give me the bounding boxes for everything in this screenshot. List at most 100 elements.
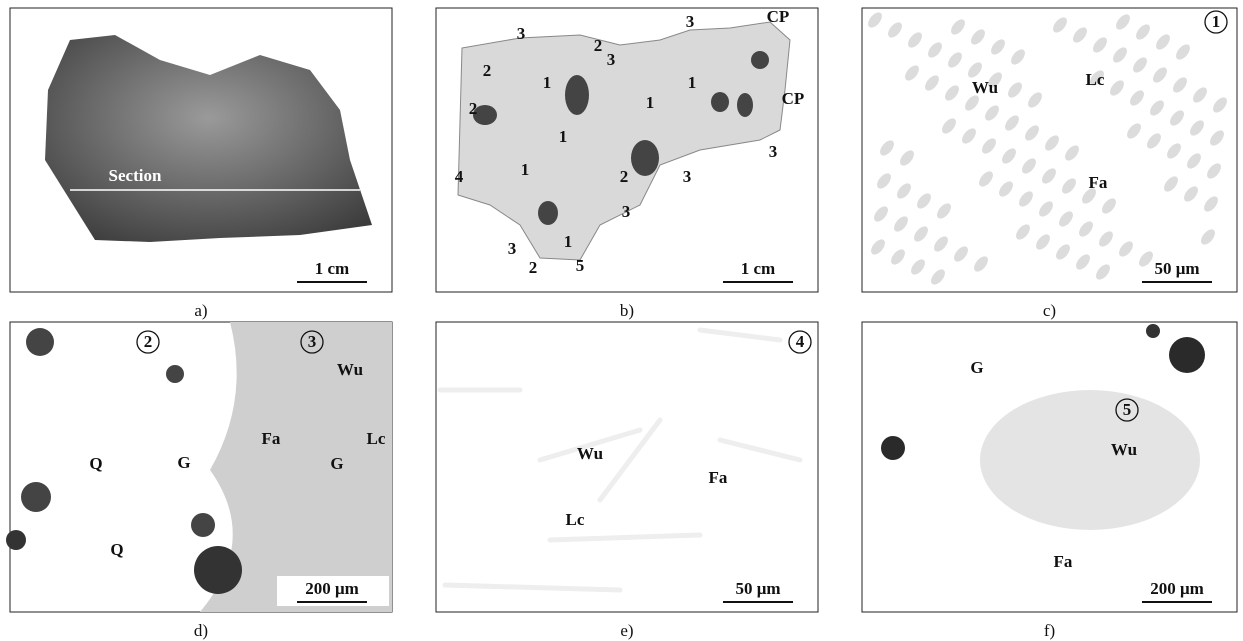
texture	[982, 103, 1001, 123]
texture	[868, 237, 887, 257]
texture	[1036, 199, 1055, 219]
texture	[1210, 95, 1229, 115]
label: 5	[1123, 400, 1132, 419]
texture	[1161, 174, 1180, 194]
scale-label: 200 μm	[305, 579, 359, 598]
label: 1	[564, 232, 573, 251]
label: 3	[622, 202, 631, 221]
texture	[971, 254, 990, 274]
label: 2	[529, 258, 538, 277]
texture	[931, 234, 950, 254]
label: Fa	[709, 468, 728, 487]
texture	[976, 169, 995, 189]
texture	[1107, 78, 1126, 98]
texture	[934, 201, 953, 221]
texture	[922, 73, 941, 93]
texture	[999, 146, 1018, 166]
label: 3	[683, 167, 692, 186]
label: 4	[796, 332, 805, 351]
label: Fa	[1054, 552, 1073, 571]
texture	[1059, 176, 1078, 196]
texture	[1050, 15, 1069, 35]
texture	[874, 171, 893, 191]
label: G	[177, 453, 190, 472]
texture	[1127, 88, 1146, 108]
scale-label: 1 cm	[741, 259, 775, 278]
label: 1	[559, 127, 568, 146]
label: Wu	[1111, 440, 1137, 459]
label: 3	[517, 24, 526, 43]
texture	[1008, 47, 1027, 67]
label: 1	[1212, 12, 1221, 31]
label: 1	[521, 160, 530, 179]
texture	[1113, 12, 1132, 32]
texture	[979, 136, 998, 156]
scale-label: 1 cm	[315, 259, 349, 278]
figure: a)Section1 cmb)321233CP11CP2114233313251…	[0, 0, 1243, 641]
label: Section	[109, 166, 162, 185]
label: 3	[607, 50, 616, 69]
texture	[1013, 222, 1032, 242]
texture	[928, 267, 947, 287]
label: Lc	[566, 510, 585, 529]
texture	[1201, 194, 1220, 214]
label: CP	[767, 7, 790, 26]
texture	[1005, 80, 1024, 100]
texture	[1181, 184, 1200, 204]
texture	[1204, 161, 1223, 181]
label: 2	[620, 167, 629, 186]
label: Q	[89, 454, 102, 473]
label: Fa	[262, 429, 281, 448]
texture	[902, 63, 921, 83]
texture	[911, 224, 930, 244]
texture	[945, 50, 964, 70]
label: 3	[769, 142, 778, 161]
caption: d)	[194, 621, 208, 640]
label: Fa	[1089, 173, 1108, 192]
label: 4	[455, 167, 464, 186]
texture	[1116, 239, 1135, 259]
texture	[865, 10, 884, 30]
texture	[1147, 98, 1166, 118]
caption: b)	[620, 301, 634, 320]
label: Wu	[337, 360, 363, 379]
texture	[871, 204, 890, 224]
texture	[1144, 131, 1163, 151]
texture	[1173, 42, 1192, 62]
label: 5	[576, 256, 585, 275]
texture	[1056, 209, 1075, 229]
texture	[1053, 242, 1072, 262]
label: G	[970, 358, 983, 377]
scale-label: 50 μm	[735, 579, 780, 598]
caption: c)	[1043, 301, 1056, 320]
texture	[1039, 166, 1058, 186]
panel-e	[436, 322, 818, 612]
texture	[1124, 121, 1143, 141]
label: 1	[688, 73, 697, 92]
label: G	[330, 454, 343, 473]
label: 3	[508, 239, 517, 258]
texture	[1110, 45, 1129, 65]
texture	[948, 17, 967, 37]
label: Q	[110, 540, 123, 559]
label: 2	[483, 61, 492, 80]
texture	[925, 40, 944, 60]
texture	[1019, 156, 1038, 176]
panel-c	[862, 8, 1237, 292]
texture	[1016, 189, 1035, 209]
texture	[897, 148, 916, 168]
texture	[1033, 232, 1052, 252]
texture	[914, 191, 933, 211]
label: Wu	[972, 78, 998, 97]
texture	[1207, 128, 1226, 148]
texture	[1090, 35, 1109, 55]
texture	[1076, 219, 1095, 239]
texture	[1022, 123, 1041, 143]
texture	[996, 179, 1015, 199]
texture	[1133, 22, 1152, 42]
texture	[1099, 196, 1118, 216]
texture	[942, 83, 961, 103]
texture	[1096, 229, 1115, 249]
label: Lc	[1086, 70, 1105, 89]
texture	[1093, 262, 1112, 282]
